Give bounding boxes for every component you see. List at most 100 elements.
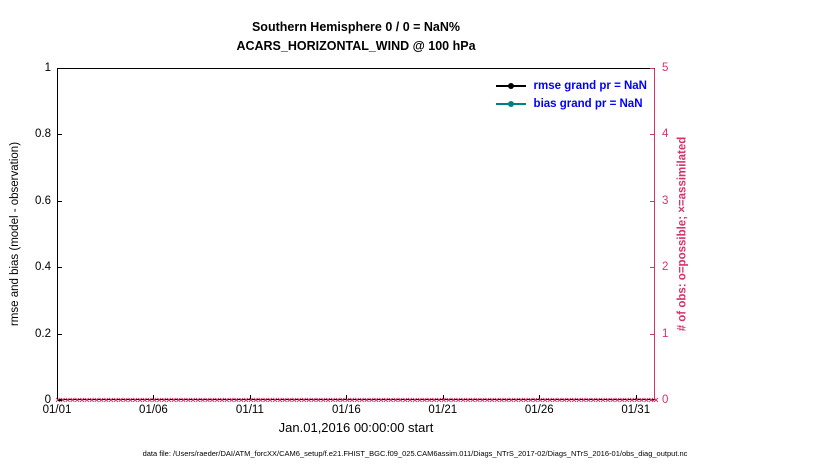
obs-marker: × (65, 395, 71, 405)
legend-item-rmse: rmse grand pr = NaN (495, 80, 647, 92)
obs-marker: × (335, 395, 341, 405)
obs-marker: × (383, 395, 389, 405)
obs-marker: × (552, 395, 558, 405)
legend: rmse grand pr = NaN bias grand pr = NaN (495, 80, 647, 110)
obs-marker: × (508, 395, 514, 405)
obs-marker: × (253, 395, 259, 405)
legend-item-bias: bias grand pr = NaN (495, 98, 647, 110)
chart-title-line2: ACARS_HORIZONTAL_WIND @ 100 hPa (236, 39, 476, 53)
obs-marker: × (98, 395, 105, 405)
obs-marker: × (581, 395, 587, 405)
obs-marker: × (113, 395, 119, 405)
x-tick-mark (442, 395, 444, 399)
obs-marker: × (325, 395, 331, 405)
obs-marker: × (595, 395, 601, 405)
obs-marker: × (84, 395, 90, 405)
obs-marker: × (571, 395, 577, 405)
left-axis-label: rmse and bias (model - observation) (9, 141, 21, 327)
obs-marker: × (146, 395, 153, 405)
obs-marker: × (566, 395, 572, 405)
obs-marker: × (200, 395, 206, 405)
right-y-tick-mark (650, 68, 654, 69)
obs-marker: × (445, 395, 452, 405)
obs-marker: × (127, 395, 133, 405)
obs-marker: × (339, 395, 346, 405)
obs-marker: × (479, 395, 486, 405)
obs-marker: × (455, 395, 461, 405)
x-tick-mark (57, 395, 58, 399)
obs-marker: × (310, 395, 317, 405)
bias-line-swatch (495, 101, 526, 107)
right-axis-label: # of obs: o=possible; ×=assimilated (676, 136, 689, 332)
x-tick-label: 01/16 (331, 404, 361, 416)
obs-marker: × (354, 395, 360, 405)
obs-marker: × (441, 395, 447, 405)
obs-marker: × (368, 395, 375, 405)
obs-marker: × (576, 395, 582, 405)
obs-marker: × (474, 395, 481, 405)
obs-marker: × (489, 395, 495, 405)
obs-marker: × (248, 395, 254, 405)
x-tick-label: 01/31 (621, 404, 651, 416)
left-axis-label-wrap: rmse and bias (model - observation) (0, 68, 30, 400)
obs-marker: × (267, 395, 273, 405)
obs-marker: × (60, 395, 66, 405)
obs-marker: × (349, 395, 355, 405)
obs-marker: × (547, 395, 553, 405)
obs-marker: × (532, 395, 539, 405)
obs-marker: × (605, 395, 611, 405)
obs-marker: × (619, 395, 625, 405)
obs-marker: × (634, 395, 640, 405)
obs-marker: × (392, 395, 399, 405)
obs-marker: × (108, 395, 114, 405)
x-tick-mark (249, 395, 251, 399)
left-y-tick-mark (58, 333, 62, 335)
obs-marker: × (470, 395, 476, 405)
obs-marker: × (638, 395, 645, 405)
right-y-tick-label: 4 (662, 128, 669, 141)
obs-marker: × (286, 395, 293, 405)
obs-marker: × (600, 395, 606, 405)
right-axis-label-wrap: # of obs: o=possible; ×=assimilated (664, 68, 700, 400)
obs-marker: × (431, 395, 437, 405)
right-y-tick-mark (650, 333, 654, 335)
left-y-tick-mark (58, 267, 62, 269)
obs-marker: × (228, 395, 235, 405)
right-y-tick-mark (650, 267, 654, 269)
obs-marker: × (219, 395, 225, 405)
obs-marker: × (609, 395, 616, 405)
obs-marker: × (185, 395, 191, 405)
left-y-tick-label: 1 (44, 62, 51, 74)
obs-marker: × (629, 395, 635, 405)
obs-marker: × (103, 395, 109, 405)
obs-marker: × (233, 395, 240, 405)
obs-marker: × (494, 395, 500, 405)
obs-marker: × (171, 395, 177, 405)
obs-marker: × (272, 395, 278, 405)
x-axis-label: Jan.01,2016 00:00:00 start (278, 420, 434, 435)
obs-marker: × (156, 395, 162, 405)
left-y-tick-mark (58, 200, 62, 202)
obs-marker: × (180, 395, 187, 405)
obs-marker: × (503, 395, 510, 405)
obs-marker: × (412, 395, 418, 405)
obs-marker: × (402, 395, 408, 405)
obs-marker: × (397, 395, 404, 405)
left-y-tick-label: 0.8 (35, 128, 51, 141)
obs-marker: × (301, 395, 307, 405)
left-y-tick-label: 0.2 (35, 327, 51, 340)
right-y-tick-mark (650, 400, 654, 401)
obs-marker: × (315, 395, 322, 405)
obs-marker: × (175, 395, 182, 405)
left-y-tick-label: 0.6 (35, 194, 51, 207)
plot-area: × × × × × × × × × × × × × × × × × × × × × × × × × × × × × × × × × × × × × × × ×… (55, 68, 659, 405)
right-y-tick-label: 5 (662, 62, 669, 74)
obs-marker: × (224, 395, 230, 405)
left-y-tick-label: 0 (44, 394, 51, 406)
obs-marker: × (364, 395, 370, 405)
obs-marker: × (465, 395, 471, 405)
obs-marker: × (282, 395, 288, 405)
obs-marker: × (450, 395, 457, 405)
obs-marker: × (614, 395, 621, 405)
obs-marker: × (69, 395, 76, 405)
